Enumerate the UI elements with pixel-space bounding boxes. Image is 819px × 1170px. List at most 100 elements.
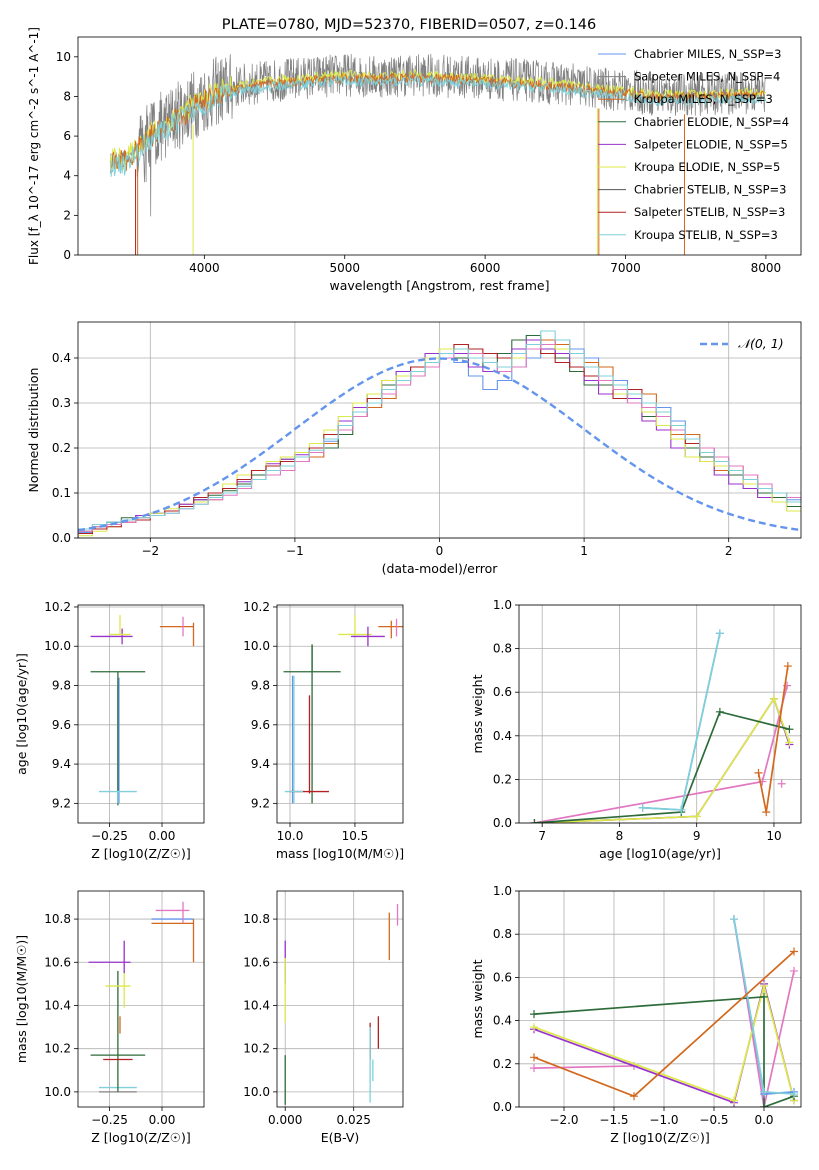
plot-area [530,629,794,823]
data-point [790,947,798,956]
x-tick-label: −1.0 [649,1113,678,1127]
data-point [785,725,794,734]
y-tick-label: 10.2 [44,1042,71,1056]
plot-area [109,53,767,255]
y-tick-label: 9.6 [251,718,270,732]
y-tick-label: 9.4 [52,757,71,771]
x-axis-label: Z [log10(Z/Z☉)] [91,1130,191,1145]
y-tick-label: 0.2 [52,441,71,455]
data-point [783,662,792,671]
plot-area [530,915,798,1107]
x-tick-label: 2 [725,544,733,558]
axes-frame [518,890,802,1108]
y-tick-label: 2 [63,208,71,222]
data-point [760,1087,768,1096]
axes-frame [77,890,205,1108]
y-tick-label: 0.6 [493,970,512,984]
series-line [534,710,790,823]
chart-title: PLATE=0780, MJD=52370, FIBERID=0507, z=0… [222,17,596,33]
y-tick-label: 0.1 [52,486,71,500]
y-tick-label: 10.6 [243,955,270,969]
legend-entry: 𝒩(0, 1) [738,336,784,351]
x-tick-label: 0.0 [754,1113,773,1127]
y-tick-label: 9.8 [52,679,71,693]
y-tick-label: 9.2 [251,796,270,810]
data-point [715,629,724,638]
x-tick-label: −2.0 [549,1113,578,1127]
x-tick-label: 1 [580,544,588,558]
axes-frame [276,604,404,824]
data-point [785,738,794,747]
data-point [530,1064,538,1073]
normal-reference-curve [78,357,801,532]
data-point [730,1096,738,1105]
y-tick-label: 0.4 [52,351,71,365]
legend-entry: Salpeter ELODIE, N_SSP=5 [634,137,788,151]
series-line [533,1065,635,1069]
y-tick-label: 10.0 [44,639,71,653]
y-axis-label: mass weight [470,674,485,753]
y-tick-label: 10.4 [44,998,71,1012]
y-tick-label: 0.2 [493,1057,512,1071]
data-point [630,1092,638,1101]
panel-3: 10.0 10.5 9.2 9.4 9.6 9.8 10.0 10.2 mass [log10(… [243,600,404,861]
data-point [677,805,686,814]
x-axis-label: age [log10(age/yr)] [599,846,721,861]
legend-entry: Salpeter STELIB, N_SSP=3 [634,205,785,219]
y-tick-label: 9.4 [251,757,270,771]
y-tick-label: 9.8 [251,679,270,693]
series-line [642,633,721,811]
y-tick-label: 0.4 [493,1014,512,1028]
axes-frame [276,890,404,1108]
y-tick-label: 10.8 [243,912,270,926]
data-point [530,1010,538,1019]
data-point [754,768,763,777]
data-point [790,966,798,975]
x-tick-label: 0 [436,544,444,558]
y-tick-label: 0.0 [52,531,71,545]
legend-entry: Chabrier ELODIE, N_SSP=4 [634,115,789,129]
x-tick-label: −0.25 [91,1113,128,1127]
x-tick-label: −1.5 [599,1113,628,1127]
legend-entry: Kroupa STELIB, N_SSP=3 [634,228,778,242]
y-tick-label: 6 [63,129,71,143]
x-axis-label: Z [log10(Z/Z☉)] [610,1130,710,1145]
plot-area [284,903,399,1105]
model-spectrum [109,74,767,177]
x-tick-label: 5000 [329,261,360,275]
legend-entry: Kroupa ELODIE, N_SSP=5 [634,160,780,174]
y-tick-label: 0.0 [493,1100,512,1114]
y-tick-label: 10.4 [243,998,270,1012]
x-tick-label: 0.000 [268,1113,302,1127]
x-axis-label: (data-model)/error [382,561,499,576]
data-point [715,707,724,716]
data-point [730,915,738,924]
y-axis-label: mass weight [470,959,485,1038]
x-tick-label: 7 [538,829,546,843]
data-point [638,803,647,812]
y-tick-label: 0.4 [493,729,512,743]
x-tick-label: 0.00 [149,829,176,843]
data-point [790,1090,798,1099]
legend-entry: Chabrier MILES, N_SSP=3 [634,47,781,61]
y-axis-label: mass [log10(M/M☉)] [14,935,29,1063]
series-line [534,696,791,823]
y-tick-label: 0 [63,248,71,262]
series-line [533,982,795,1102]
x-tick-label: 0.025 [337,1113,371,1127]
y-tick-label: 10.6 [44,955,71,969]
series-line [642,633,721,811]
panel-1: −2 −1 0 1 2 0.0 0.1 0.2 0.3 0.4 (data-model)/error… [26,321,802,576]
y-tick-label: 10 [56,50,71,64]
x-tick-label: 10.5 [342,829,369,843]
y-tick-label: 9.2 [52,796,71,810]
data-point [777,779,786,788]
x-tick-label: 7000 [610,261,641,275]
x-tick-label: −2 [141,544,159,558]
y-tick-label: 4 [63,169,71,183]
histogram-series [78,330,801,538]
panel-0: 4000 5000 6000 7000 8000 0 2 4 6 8 10 wavelength [A… [27,27,802,293]
x-axis-label: wavelength [Angstrom, rest frame] [329,278,549,293]
data-point [760,982,768,991]
legend-entry: Salpeter MILES, N_SSP=4 [634,70,780,84]
